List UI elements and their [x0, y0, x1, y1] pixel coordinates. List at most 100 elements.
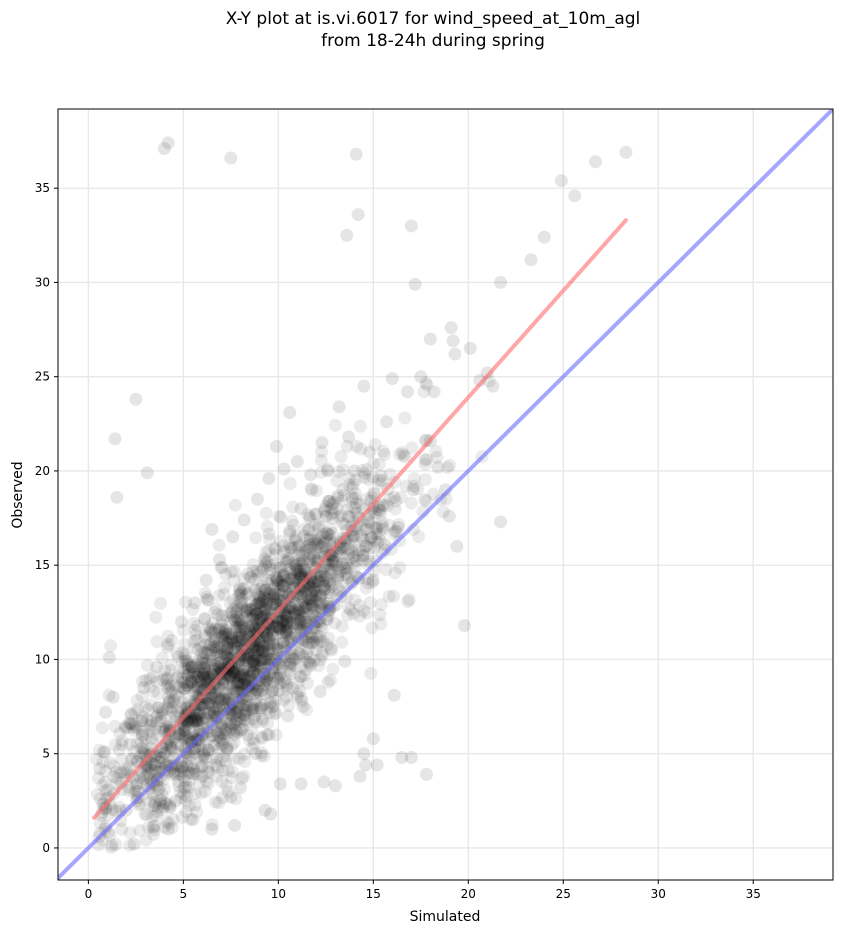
data-point: [194, 760, 208, 774]
data-point: [261, 647, 275, 661]
data-point: [271, 620, 285, 634]
data-point: [187, 666, 201, 680]
data-point: [346, 492, 360, 506]
data-point: [308, 533, 322, 547]
data-point: [302, 523, 316, 537]
data-point: [276, 579, 290, 593]
data-point: [277, 619, 291, 633]
data-point: [341, 503, 355, 517]
data-point: [180, 759, 194, 773]
data-point: [175, 726, 189, 740]
data-point: [226, 636, 240, 650]
data-point: [276, 612, 290, 626]
data-point: [328, 418, 342, 432]
data-point: [243, 663, 257, 677]
data-point: [107, 770, 121, 784]
data-point: [171, 767, 185, 781]
data-point: [98, 764, 112, 778]
data-point: [321, 494, 335, 508]
data-point: [247, 663, 261, 677]
data-point: [317, 580, 331, 594]
data-point: [402, 593, 416, 607]
data-point: [250, 492, 264, 506]
data-point: [305, 585, 319, 599]
data-point: [211, 648, 225, 662]
data-point: [263, 637, 277, 651]
data-point: [232, 709, 246, 723]
data-point: [248, 603, 262, 617]
data-point: [406, 483, 420, 497]
data-point: [313, 630, 327, 644]
data-point: [267, 638, 281, 652]
data-point: [423, 332, 437, 346]
data-point: [360, 463, 374, 477]
data-point: [191, 681, 205, 695]
data-point: [210, 645, 224, 659]
data-point: [176, 665, 190, 679]
data-point: [325, 526, 339, 540]
data-point: [331, 491, 345, 505]
data-point: [142, 702, 156, 716]
data-point: [142, 767, 156, 781]
data-point: [214, 694, 228, 708]
data-point: [345, 577, 359, 591]
data-point: [217, 730, 231, 744]
data-point: [327, 558, 341, 572]
data-point: [321, 464, 335, 478]
data-point: [262, 632, 276, 646]
data-point: [280, 627, 294, 641]
data-point: [118, 719, 132, 733]
data-point: [250, 659, 264, 673]
data-point: [203, 638, 217, 652]
data-point: [310, 629, 324, 643]
data-point: [236, 668, 250, 682]
data-point: [201, 760, 215, 774]
data-point: [233, 631, 247, 645]
data-point: [255, 594, 269, 608]
data-point: [294, 568, 308, 582]
data-point: [198, 662, 212, 676]
data-point: [183, 752, 197, 766]
data-point: [259, 649, 273, 663]
data-point: [239, 604, 253, 618]
data-point: [123, 838, 137, 852]
data-point: [207, 639, 221, 653]
identity-line: [58, 109, 833, 880]
data-point: [386, 526, 400, 540]
data-point: [212, 538, 226, 552]
data-point: [198, 751, 212, 765]
data-point: [277, 635, 291, 649]
data-point: [220, 741, 234, 755]
data-point: [215, 647, 229, 661]
data-point: [243, 624, 257, 638]
data-point: [394, 490, 408, 504]
data-point: [209, 659, 223, 673]
data-point: [253, 659, 267, 673]
data-point: [224, 716, 238, 730]
data-point: [252, 591, 266, 605]
data-point: [289, 564, 303, 578]
data-point: [198, 586, 212, 600]
data-point: [235, 667, 249, 681]
data-point: [387, 688, 401, 702]
data-point: [207, 640, 221, 654]
data-point: [230, 705, 244, 719]
data-point: [202, 706, 216, 720]
data-point: [375, 515, 389, 529]
data-point: [228, 683, 242, 697]
data-point: [93, 826, 107, 840]
data-point: [163, 694, 177, 708]
data-point: [363, 596, 377, 610]
data-point: [136, 674, 150, 688]
data-point: [211, 727, 225, 741]
data-point: [187, 616, 201, 630]
data-point: [346, 477, 360, 491]
data-point: [199, 774, 213, 788]
data-point: [201, 743, 215, 757]
data-point: [95, 721, 109, 735]
data-point: [215, 692, 229, 706]
data-point: [149, 809, 163, 823]
data-point: [323, 534, 337, 548]
data-point: [125, 717, 139, 731]
data-point: [297, 601, 311, 615]
